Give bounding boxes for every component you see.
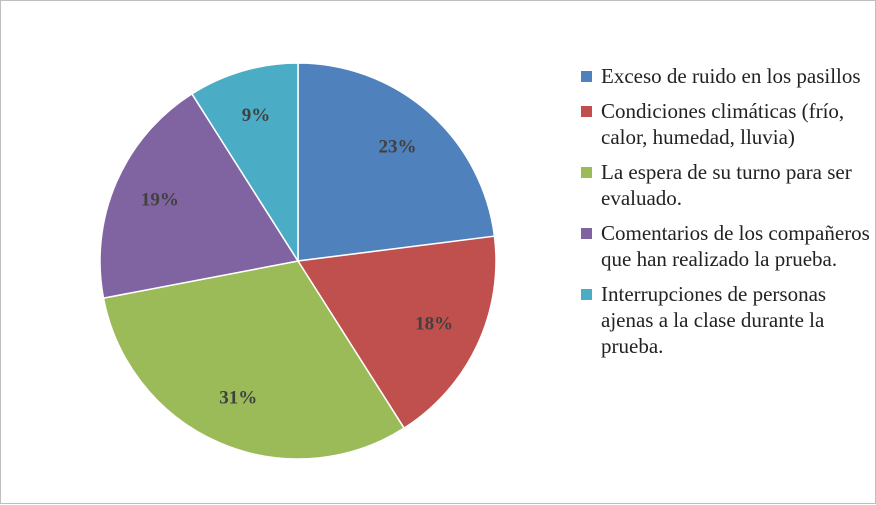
data-label: 18%	[415, 313, 453, 334]
legend-label: Interrupciones de personas ajenas a la c…	[601, 282, 827, 358]
legend-item: Interrupciones de personas ajenas a la c…	[581, 281, 873, 359]
data-label: 19%	[141, 190, 179, 211]
data-label: 23%	[379, 136, 417, 157]
legend-label: Comentarios de los compañeros que han re…	[601, 221, 870, 271]
legend-item: Condiciones climáticas (frío, calor, hum…	[581, 98, 873, 150]
legend-label: Condiciones climáticas (frío, calor, hum…	[601, 99, 845, 149]
legend-swatch	[581, 289, 592, 300]
legend-swatch	[581, 167, 592, 178]
legend-item: Comentarios de los compañeros que han re…	[581, 220, 873, 272]
pie-slice	[102, 260, 406, 460]
legend-item: Exceso de ruido en los pasillos	[581, 63, 873, 89]
legend-label: La espera de su turno para ser evaluado.	[601, 160, 852, 210]
data-label: 9%	[242, 105, 271, 126]
pie-slice	[296, 235, 497, 430]
legend: Exceso de ruido en los pasillos Condicion…	[581, 63, 873, 368]
legend-label: Exceso de ruido en los pasillos	[601, 64, 861, 88]
pie-slice	[99, 92, 300, 299]
legend-swatch	[581, 71, 592, 82]
legend-swatch	[581, 106, 592, 117]
pie-slice	[297, 62, 496, 262]
pie-slice	[190, 62, 299, 264]
data-label: 31%	[219, 387, 257, 408]
legend-swatch	[581, 228, 592, 239]
legend-item: La espera de su turno para ser evaluado.	[581, 159, 873, 211]
